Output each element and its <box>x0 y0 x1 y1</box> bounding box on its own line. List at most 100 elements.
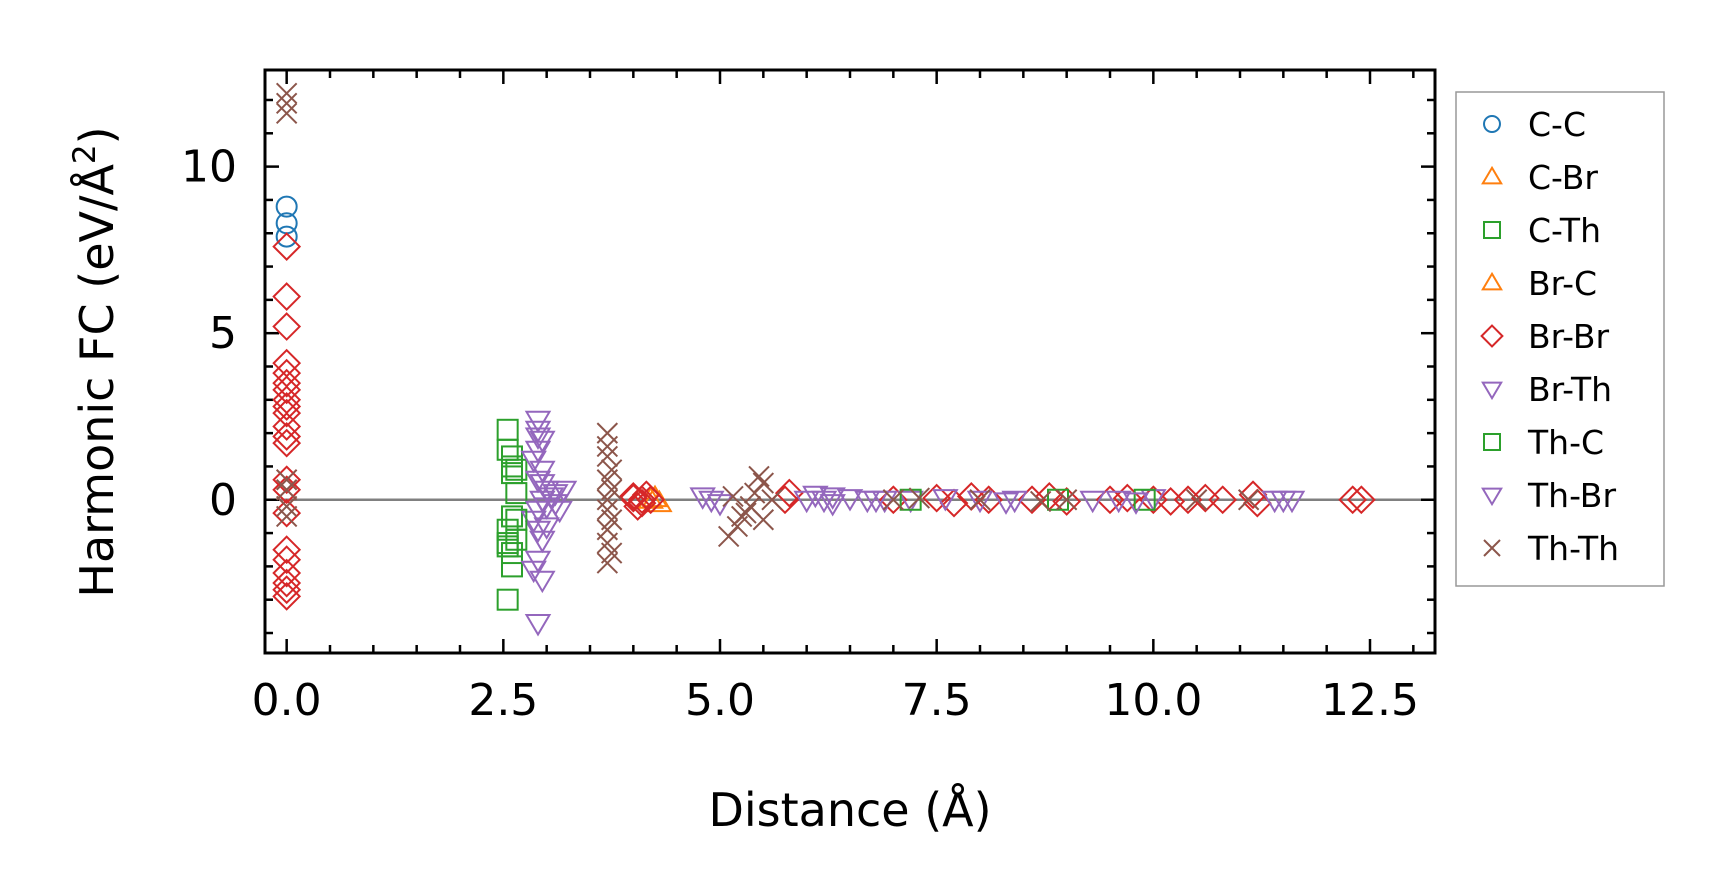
point-br-br <box>272 368 302 398</box>
legend-label-br-th: Br-Th <box>1528 370 1612 409</box>
point-th-br <box>1001 490 1028 514</box>
plot-area <box>265 70 1435 653</box>
point-br-br <box>922 483 952 513</box>
x-tick-label: 5.0 <box>685 675 755 726</box>
legend-item-br-th: Br-Th <box>1481 370 1612 409</box>
point-br-br <box>1208 485 1238 515</box>
point-br-br <box>272 428 302 458</box>
legend-marker-th-th <box>1483 539 1501 557</box>
point-th-br <box>1270 490 1297 514</box>
points-layer <box>272 82 1376 637</box>
y-axis-title: Harmonic FC (eV/Å2) <box>67 126 124 597</box>
ticks-layer <box>265 70 1435 653</box>
point-br-br <box>272 282 302 311</box>
point-th-th <box>275 479 298 501</box>
point-th-th <box>1029 490 1052 513</box>
point-br-br <box>272 535 302 565</box>
legend-marker-c-br <box>1481 165 1503 185</box>
point-th-th <box>596 552 619 574</box>
point-br-br <box>974 485 1004 515</box>
legend-marker-br-th <box>1481 381 1503 401</box>
point-th-th <box>596 435 619 458</box>
point-br-th <box>550 480 578 504</box>
point-th-th <box>275 102 298 125</box>
plot-frame <box>263 68 1437 655</box>
x-tick-label: 12.5 <box>1321 675 1419 726</box>
y-axis-title-superscript: 2 <box>67 144 103 164</box>
x-tick-label: 2.5 <box>468 675 538 726</box>
point-br-br <box>272 412 302 441</box>
point-th-br <box>546 500 573 524</box>
point-br-br <box>272 475 302 505</box>
y-axis-title-main: Harmonic FC (eV/Å <box>70 164 124 598</box>
point-br-br <box>272 581 302 611</box>
series-br-br <box>272 232 1376 611</box>
point-th-th <box>722 485 744 508</box>
point-th-th <box>1237 489 1260 511</box>
point-br-th <box>529 570 556 594</box>
point-br-br <box>1052 487 1082 516</box>
y-tick-label: 0 <box>209 475 237 526</box>
point-br-br <box>618 482 648 511</box>
point-c-th <box>505 458 528 481</box>
point-th-th <box>596 489 619 511</box>
point-th-br <box>819 487 846 510</box>
point-th-th <box>752 472 775 494</box>
point-th-br <box>533 517 560 540</box>
point-th-th <box>730 505 753 528</box>
legend-item-br-br: Br-Br <box>1480 317 1609 356</box>
point-th-c <box>505 508 528 531</box>
point-c-th <box>505 482 528 505</box>
legend-marker-c-th <box>1483 221 1501 239</box>
point-th-th <box>761 489 783 511</box>
legend-label-br-br: Br-Br <box>1528 317 1609 356</box>
point-th-br <box>542 484 569 507</box>
point-br-br <box>939 488 969 518</box>
point-br-th <box>992 492 1020 515</box>
point-br-br <box>272 398 302 428</box>
point-th-th <box>969 489 991 511</box>
x-tick-label: 7.5 <box>902 675 972 726</box>
x-axis-title: Distance (Å) <box>708 783 991 837</box>
point-br-br <box>272 422 302 451</box>
legend-item-c-th: C-Th <box>1483 211 1601 250</box>
point-th-th <box>275 469 298 491</box>
point-th-c <box>501 455 523 478</box>
point-br-br <box>618 483 648 513</box>
legend-marker-c-c <box>1483 115 1501 133</box>
legend-marker-th-br <box>1481 487 1503 507</box>
y-tick-label: 5 <box>209 308 237 359</box>
legend-item-br-c: Br-C <box>1481 264 1597 303</box>
legend-item-c-c: C-C <box>1483 105 1586 144</box>
x-tick-label: 10.0 <box>1104 675 1202 726</box>
point-br-th <box>698 490 725 514</box>
point-c-c <box>275 195 298 218</box>
legend-label-c-c: C-C <box>1528 105 1586 144</box>
point-br-br <box>272 312 302 341</box>
point-th-br <box>520 560 547 584</box>
point-br-th <box>524 614 552 637</box>
point-br-br <box>627 488 657 518</box>
legend-marker-th-c <box>1483 433 1501 451</box>
point-br-th <box>819 494 846 517</box>
point-br-br <box>272 558 302 588</box>
point-br-th <box>1105 490 1132 514</box>
point-c-th <box>501 505 523 528</box>
point-th-c <box>1133 488 1156 511</box>
point-th-th <box>908 487 931 509</box>
legend-label-br-c: Br-C <box>1528 264 1597 303</box>
series-th-th <box>275 82 1260 574</box>
legend-item-c-br: C-Br <box>1481 158 1598 197</box>
point-br-br <box>1346 485 1376 515</box>
point-th-br <box>524 427 552 450</box>
legend-label-th-th: Th-Th <box>1527 529 1619 568</box>
point-br-br <box>272 392 302 421</box>
point-br-th <box>689 487 716 510</box>
point-br-br <box>272 575 302 605</box>
legend-marker-br-br <box>1480 324 1504 348</box>
point-br-br <box>272 375 302 405</box>
legend-item-th-br: Th-Br <box>1481 476 1616 515</box>
series-th-br <box>520 427 1297 584</box>
point-br-th <box>836 489 864 512</box>
